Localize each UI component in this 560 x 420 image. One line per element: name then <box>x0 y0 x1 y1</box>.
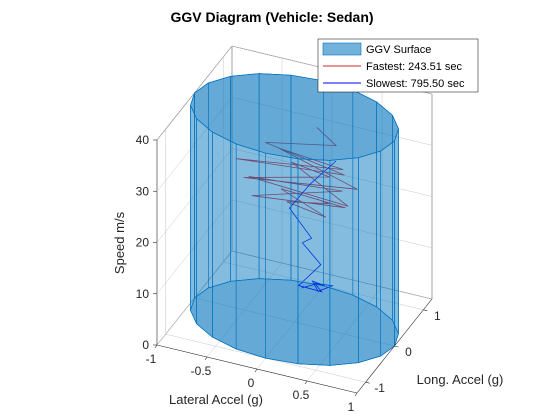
y-tick-label: 1 <box>434 309 441 323</box>
z-tick-label: 30 <box>136 184 150 198</box>
surface-wall-panel <box>212 131 237 350</box>
x-axis-label: Lateral Accel (g) <box>169 392 263 407</box>
x-grid-line <box>256 70 333 370</box>
surface-wall <box>190 73 399 366</box>
y-tick-label: 0 <box>405 345 412 359</box>
x-grid-line <box>156 46 233 346</box>
z-axis-label: Speed m/s <box>112 211 127 274</box>
y-tick <box>423 309 428 312</box>
x-tick-label: -1 <box>146 352 157 366</box>
y-grid-line <box>165 129 366 383</box>
surface-wall-panel <box>329 157 359 366</box>
y-tick <box>365 381 370 384</box>
surface-wall-panel <box>265 152 299 365</box>
surface-wall-panel <box>380 140 395 357</box>
x-tick-label: 0 <box>248 376 255 390</box>
fastest-trace-line <box>236 127 358 218</box>
surface-wall-panel <box>235 143 267 359</box>
legend-surface-swatch <box>322 42 362 56</box>
z-tick-label: 20 <box>136 236 150 250</box>
x-tick-label: 0.5 <box>293 388 310 402</box>
slowest-trace-line <box>288 160 337 293</box>
legend-slowest-label: Slowest: 795.50 sec <box>366 78 465 90</box>
x-tick-label: 1 <box>348 400 355 414</box>
x-tick-label: -0.5 <box>191 364 212 378</box>
legend: GGV Surface Fastest: 243.51 sec Slowest:… <box>317 38 479 93</box>
z-tick-label: 0 <box>142 338 149 352</box>
surface-top-cap <box>190 73 399 161</box>
legend-fastest-label: Fastest: 243.51 sec <box>366 61 462 73</box>
x-grid-line <box>206 58 283 358</box>
y-axis-label: Long. Accel (g) <box>417 372 504 387</box>
z-tick-label: 10 <box>136 287 150 301</box>
x-tick <box>304 380 308 385</box>
y-tick <box>394 345 399 348</box>
surface-wall-panel <box>358 150 382 364</box>
trace-lines <box>236 127 358 293</box>
surface-top-face <box>190 73 399 161</box>
x-tick <box>204 356 208 361</box>
surface-wall-panel <box>196 118 213 338</box>
x-tick <box>154 344 158 349</box>
x-tick <box>254 368 258 373</box>
chart-title: GGV Diagram (Vehicle: Sedan) <box>170 9 373 25</box>
surface-wall-panel <box>190 105 197 324</box>
y-grid-line <box>223 56 424 311</box>
legend-surface-label: GGV Surface <box>366 44 431 56</box>
x-tick <box>354 392 358 397</box>
surface-wall-panel <box>297 158 331 366</box>
z-tick-label: 40 <box>136 133 150 147</box>
y-tick-label: -1 <box>374 381 385 395</box>
